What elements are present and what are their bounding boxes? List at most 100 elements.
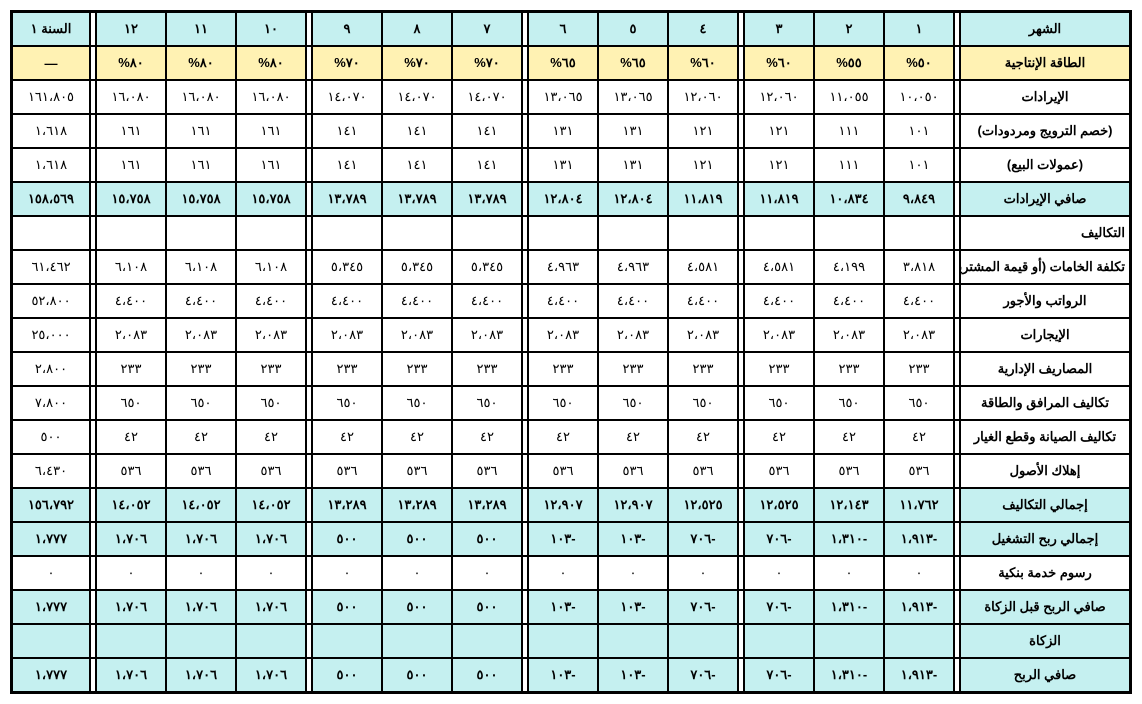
cell: ١٢،٠٦٠ bbox=[744, 80, 814, 114]
cell bbox=[166, 216, 236, 250]
cell bbox=[598, 624, 668, 658]
cell: ٦،١٠٨ bbox=[236, 250, 306, 284]
data-row: المصاريف الإدارية٢٣٣٢٣٣٢٣٣٢٣٣٢٣٣٢٣٣٢٣٣٢٣… bbox=[12, 352, 1130, 386]
cell: ٢٣٣ bbox=[884, 352, 954, 386]
data-row: صافي الربح-١،٩١٣-١،٣١٠-٧٠٦-٧٠٦-١٠٣-١٠٣٥٠… bbox=[12, 658, 1130, 692]
cell: ٤٢ bbox=[382, 420, 452, 454]
cell: ٤٢ bbox=[236, 420, 306, 454]
cell: ١٤،٠٧٠ bbox=[382, 80, 452, 114]
cell: ١٦،٠٨٠ bbox=[166, 80, 236, 114]
row-label: الزكاة bbox=[960, 624, 1130, 658]
year-total-cell: ١،٦١٨ bbox=[12, 114, 90, 148]
cell: ٤،٤٠٠ bbox=[236, 284, 306, 318]
cell: ٢،٠٨٣ bbox=[312, 318, 382, 352]
cell: ٢٣٣ bbox=[236, 352, 306, 386]
cell: ٢ bbox=[814, 12, 884, 46]
cell: ١٣،٠٦٥ bbox=[598, 80, 668, 114]
cell: ٢٣٣ bbox=[166, 352, 236, 386]
year-total-cell: ٢٥،٠٠٠ bbox=[12, 318, 90, 352]
cell: ١٢،٩٠٧ bbox=[598, 488, 668, 522]
cell: ١١،٧٦٢ bbox=[884, 488, 954, 522]
cell: ٦٠% bbox=[668, 46, 738, 80]
cell: ١٥،٧٥٨ bbox=[166, 182, 236, 216]
cell: ٦٥٠ bbox=[814, 386, 884, 420]
cell: ٠ bbox=[382, 556, 452, 590]
data-row: صافي الإيرادات٩،٨٤٩١٠،٨٣٤١١،٨١٩١١،٨١٩١٢،… bbox=[12, 182, 1130, 216]
data-row: الرواتب والأجور٤،٤٠٠٤،٤٠٠٤،٤٠٠٤،٤٠٠٤،٤٠٠… bbox=[12, 284, 1130, 318]
data-row: (خصم الترويج ومردودات)١٠١١١١١٢١١٢١١٣١١٣١… bbox=[12, 114, 1130, 148]
cell: -١٠٣ bbox=[528, 590, 598, 624]
cell: -١٠٣ bbox=[528, 522, 598, 556]
cell: ٩،٨٤٩ bbox=[884, 182, 954, 216]
cell bbox=[744, 216, 814, 250]
cell: ١،٧٠٦ bbox=[96, 658, 166, 692]
year-total-cell: ١،٧٧٧ bbox=[12, 658, 90, 692]
cell: -١،٩١٣ bbox=[884, 522, 954, 556]
cell: ٠ bbox=[528, 556, 598, 590]
cell: ٦٠% bbox=[744, 46, 814, 80]
cell: ٣،٨١٨ bbox=[884, 250, 954, 284]
cell: ١٦١ bbox=[96, 114, 166, 148]
cell: ٢٣٣ bbox=[452, 352, 522, 386]
cell: ٦٥% bbox=[598, 46, 668, 80]
cell: ٩ bbox=[312, 12, 382, 46]
cell bbox=[166, 624, 236, 658]
cell bbox=[382, 216, 452, 250]
cell: ٦٥٠ bbox=[236, 386, 306, 420]
year-total-cell bbox=[12, 216, 90, 250]
cell: ٤،١٩٩ bbox=[814, 250, 884, 284]
cell: ١٦،٠٨٠ bbox=[96, 80, 166, 114]
data-row: إهلاك الأصول٥٣٦٥٣٦٥٣٦٥٣٦٥٣٦٥٣٦٥٣٦٥٣٦٥٣٦٥… bbox=[12, 454, 1130, 488]
year-total-cell: السنة ١ bbox=[12, 12, 90, 46]
cell: ١٦١ bbox=[236, 114, 306, 148]
cell: ٥،٣٤٥ bbox=[382, 250, 452, 284]
cell: -١٠٣ bbox=[598, 522, 668, 556]
cell: ١٢،٨٠٤ bbox=[598, 182, 668, 216]
cell: -١٠٣ bbox=[598, 590, 668, 624]
row-label: إجمالي التكاليف bbox=[960, 488, 1130, 522]
cell: ٠ bbox=[96, 556, 166, 590]
cell bbox=[452, 216, 522, 250]
financial-projection-table: الشهر١٢٣٤٥٦٧٨٩١٠١١١٢السنة ١الطاقة الإنتا… bbox=[10, 10, 1132, 694]
cell: ١٣،٢٨٩ bbox=[382, 488, 452, 522]
cell bbox=[744, 624, 814, 658]
cell: ٦٥٠ bbox=[668, 386, 738, 420]
cell: ٢٣٣ bbox=[598, 352, 668, 386]
cell: ٢،٠٨٣ bbox=[528, 318, 598, 352]
data-row: صافي الربح قبل الزكاة-١،٩١٣-١،٣١٠-٧٠٦-٧٠… bbox=[12, 590, 1130, 624]
year-total-cell: ١،٧٧٧ bbox=[12, 522, 90, 556]
cell: ٦٥٠ bbox=[382, 386, 452, 420]
cell: ٠ bbox=[598, 556, 668, 590]
cell: ٥٣٦ bbox=[452, 454, 522, 488]
cell: ١٤١ bbox=[382, 148, 452, 182]
year-total-cell: ٢،٨٠٠ bbox=[12, 352, 90, 386]
cell: ١٢١ bbox=[744, 148, 814, 182]
cell: ٤ bbox=[668, 12, 738, 46]
cell: ٢،٠٨٣ bbox=[598, 318, 668, 352]
cell: ٤٢ bbox=[96, 420, 166, 454]
data-row: الزكاة bbox=[12, 624, 1130, 658]
cell: ٢،٠٨٣ bbox=[236, 318, 306, 352]
cell: -١،٩١٣ bbox=[884, 590, 954, 624]
cell: ١٢١ bbox=[668, 114, 738, 148]
year-total-cell: ١٦١،٨٠٥ bbox=[12, 80, 90, 114]
cell: ٧٠% bbox=[452, 46, 522, 80]
cell: ٥٣٦ bbox=[382, 454, 452, 488]
data-row: رسوم خدمة بنكية٠٠٠٠٠٠٠٠٠٠٠٠٠ bbox=[12, 556, 1130, 590]
cell: ١ bbox=[884, 12, 954, 46]
cell: ٠ bbox=[452, 556, 522, 590]
cell: -١،٣١٠ bbox=[814, 522, 884, 556]
cell: -٧٠٦ bbox=[668, 590, 738, 624]
cell: ٥٠٠ bbox=[382, 522, 452, 556]
cell: ٤،٤٠٠ bbox=[312, 284, 382, 318]
row-label: صافي الإيرادات bbox=[960, 182, 1130, 216]
cell bbox=[528, 624, 598, 658]
cell: ٠ bbox=[884, 556, 954, 590]
cell: ١٣،٧٨٩ bbox=[312, 182, 382, 216]
cell: ١١١ bbox=[814, 148, 884, 182]
cell: ٤،٤٠٠ bbox=[668, 284, 738, 318]
cell: ١٥،٧٥٨ bbox=[96, 182, 166, 216]
cell: ٥٠٠ bbox=[452, 590, 522, 624]
cell: ٤،٥٨١ bbox=[668, 250, 738, 284]
row-label: (خصم الترويج ومردودات) bbox=[960, 114, 1130, 148]
